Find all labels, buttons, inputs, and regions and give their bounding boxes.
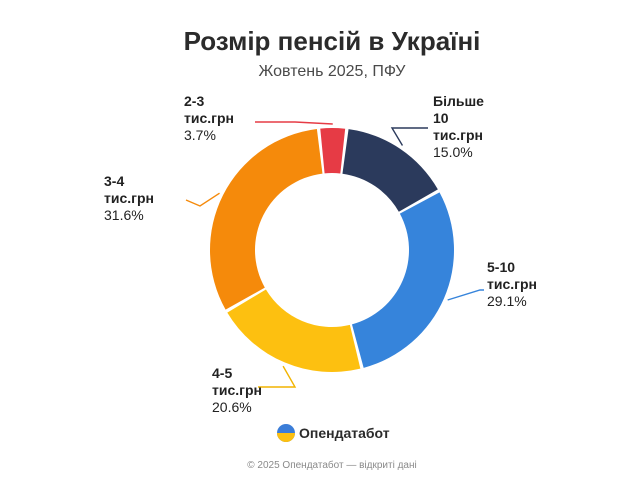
- opendatabot-logo-icon: [277, 424, 295, 442]
- slice-label-line: тис.грн: [104, 190, 154, 206]
- leader-line: [185, 192, 220, 207]
- chart-subtitle: Жовтень 2025, ПФУ: [259, 63, 407, 80]
- donut-slices: [210, 127, 454, 372]
- donut-slice: [320, 127, 346, 174]
- slice-label-line: Більше: [433, 93, 484, 109]
- chart-title: Розмір пенсій в Україні: [184, 26, 481, 56]
- donut-slice: [351, 192, 454, 368]
- slice-label-line: 3-4: [104, 173, 124, 189]
- leader-line: [447, 289, 484, 301]
- slice-labels: Більше 10 тис.грн 15.0%5-10 тис.грн 29.1%4-5 т…: [104, 93, 537, 415]
- slice-label-line: 10: [433, 110, 449, 126]
- slice-label-line: тис.грн: [212, 382, 262, 398]
- slice-value-label: 29.1%: [487, 293, 527, 309]
- donut-slice: [210, 128, 323, 310]
- footer-text: © 2025 Опендатабот — відкриті дані: [247, 459, 416, 471]
- leader-line: [390, 127, 428, 146]
- donut-slice: [227, 289, 361, 372]
- slice-label-line: тис.грн: [433, 127, 483, 143]
- leader-line: [255, 121, 333, 125]
- donut-slice: [342, 129, 438, 212]
- slice-label-line: 2-3: [184, 93, 204, 109]
- leader-line: [258, 365, 297, 388]
- brand-block: Опендатабот: [277, 424, 390, 442]
- slice-value-label: 20.6%: [212, 399, 252, 415]
- slice-value-label: 31.6%: [104, 207, 144, 223]
- slice-value-label: 3.7%: [184, 127, 216, 143]
- slice-label-line: тис.грн: [184, 110, 234, 126]
- slice-label-line: 5-10: [487, 259, 515, 275]
- slice-label: Більше 10 тис.грн 15.0%: [433, 93, 484, 160]
- slice-label: 5-10 тис.грн 29.1%: [487, 259, 537, 309]
- slice-label-line: тис.грн: [487, 276, 537, 292]
- brand-name: Опендатабот: [299, 425, 390, 441]
- slice-label: 4-5 тис.грн 20.6%: [212, 365, 262, 415]
- slice-label-line: 4-5: [212, 365, 232, 381]
- slice-value-label: 15.0%: [433, 144, 473, 160]
- slice-label: 2-3 тис.грн 3.7%: [184, 93, 234, 143]
- leader-lines: [185, 121, 484, 388]
- slice-label: 3-4 тис.грн 31.6%: [104, 173, 154, 223]
